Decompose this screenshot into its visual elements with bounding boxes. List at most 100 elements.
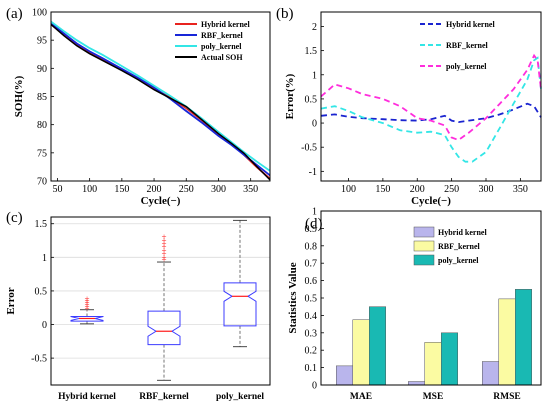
panel-a-xtick-label: 200: [147, 184, 162, 195]
panel-c-outlier: +: [84, 299, 89, 309]
panel-b-legend-label: RBF_kernel: [446, 41, 489, 50]
panel-a: (a) 70 75 80 85 90 95 100 50 100 150 200 250 300 350 Cy…: [6, 6, 271, 207]
panel-a-xtick-label: 150: [114, 184, 129, 195]
panel-c-ytick-label: 1.5: [35, 219, 48, 230]
panel-d-bar: [515, 289, 532, 386]
panel-d-category-label: MSE: [423, 392, 444, 402]
panel-c-ytick-label: 0.5: [35, 286, 48, 297]
panel-c-outlier: +: [84, 303, 89, 313]
panel-d-legend-label: poly_kernel: [438, 256, 479, 265]
panel-a-series-line: [50, 20, 271, 172]
panel-b-ytick-label: -1: [309, 167, 317, 178]
panel-b-frame: [320, 11, 542, 182]
panel-a-label: (a): [6, 6, 23, 22]
panel-d-legend-label: Hybrid kernel: [438, 228, 487, 237]
panel-b-legend-label: Hybrid kernel: [446, 20, 495, 29]
panel-d-bar: [498, 298, 516, 386]
panel-a-legend-label: poly_kernel: [201, 42, 242, 51]
panel-a-ytick-label: 70: [37, 177, 47, 188]
panel-a-ytick-label: 85: [37, 92, 47, 103]
panel-a-series-line: [50, 23, 271, 181]
panel-b-ylabel: Error(%): [284, 73, 296, 119]
panel-d-ytick-label: 1: [312, 207, 317, 218]
panel-d-legend-swatch: [413, 240, 435, 252]
panel-a-xlabel: Cycle(−): [141, 195, 181, 207]
panel-c-outlier: +: [84, 294, 89, 304]
panel-d-bar: [424, 342, 442, 386]
panel-b-legend-label: poly_kernel: [446, 62, 487, 71]
panel-a-ytick-label: 90: [37, 64, 47, 75]
panel-d-legend-swatch: [413, 254, 435, 266]
panel-d-bar: [336, 365, 353, 386]
panel-d-label: (d): [305, 216, 323, 232]
panel-d-legend-swatch: [413, 226, 435, 238]
panel-a-xtick-label: 100: [82, 184, 97, 195]
panel-a-xtick-label: 350: [243, 184, 258, 195]
panel-a-ytick-label: 100: [32, 8, 47, 19]
panel-b: (b) -1 -0.5 0 0.5 1 1.5 2 100 150 200 250 300 350 Cycl…: [276, 6, 542, 207]
panel-d-ytick-label: 0.8: [305, 241, 318, 252]
panel-a-frame: [50, 11, 271, 182]
panel-b-ytick-label: 2: [312, 22, 317, 33]
panel-b-series-line: [320, 56, 542, 163]
panel-d-ytick-label: 0: [312, 381, 317, 392]
panel-d-bar: [352, 319, 370, 386]
panel-b-xtick-label: 350: [513, 184, 528, 195]
panel-a-xtick-label: 300: [211, 184, 226, 195]
panel-d-bar: [482, 361, 499, 386]
panel-c-label: (c): [6, 210, 23, 226]
panel-d: (d) 0 0.1 0.2 0.3 0.4 0.5 0.6 0.7 0.8 0.9 1 MAE MSE RM…: [287, 207, 542, 402]
panel-d-bar: [441, 332, 458, 386]
panel-d-ytick-label: 0.7: [305, 259, 318, 270]
panel-c-outlier: +: [84, 301, 89, 311]
panel-d-ytick-label: 0.3: [305, 328, 318, 339]
panel-b-ytick-label: 1: [312, 70, 317, 81]
panel-c-outlier: +: [161, 232, 166, 242]
panel-b-xtick-label: 100: [341, 184, 356, 195]
panel-d-ylabel: Statistics Value: [287, 262, 299, 333]
panel-c-category-label: Hybrid kernel: [58, 392, 116, 402]
panel-c-ylabel: Error: [5, 287, 17, 314]
panel-c-outlier: +: [161, 242, 166, 252]
panel-c-box: [70, 315, 104, 322]
panel-c-outlier: +: [161, 236, 166, 246]
panel-b-ytick-label: 0.5: [305, 94, 318, 105]
panel-b-xlabel: Cycle(−): [411, 195, 451, 207]
panel-c-frame: [50, 216, 271, 386]
panel-d-legend-label: RBF_kernel: [438, 242, 481, 251]
panel-a-ytick-label: 80: [37, 120, 47, 131]
panel-a-xtick-label: 250: [179, 184, 194, 195]
panel-d-ytick-label: 0.5: [305, 294, 318, 305]
panel-b-xtick-label: 200: [410, 184, 425, 195]
panel-c-outlier: +: [161, 252, 166, 262]
panel-d-ytick-label: 0.4: [305, 311, 318, 322]
panel-d-bar: [369, 306, 386, 386]
panel-c: (c)-0.500.511.5++++++Hybrid kernel++++++…: [5, 210, 271, 402]
panel-d-category-label: MAE: [350, 392, 372, 402]
panel-c-ytick-label: 0: [42, 320, 47, 331]
panel-b-ytick-label: 1.5: [305, 46, 318, 57]
panel-a-legend-label: RBF_kernel: [201, 31, 244, 40]
panel-a-xtick-label: 50: [52, 184, 62, 195]
panel-a-legend-label: Actual SOH: [201, 53, 243, 62]
panel-c-category-label: poly_kernel: [216, 392, 264, 402]
panel-b-ytick-label: -0.5: [301, 143, 317, 154]
panel-b-xtick-label: 150: [375, 184, 390, 195]
panel-d-category-label: RMSE: [493, 392, 520, 402]
panel-d-bar: [408, 381, 425, 386]
panel-c-ytick-label: 1: [42, 253, 47, 264]
panel-c-outlier: +: [161, 254, 166, 264]
panel-a-legend-label: Hybrid kernel: [201, 20, 250, 29]
panel-d-ytick-label: 0.1: [305, 363, 318, 374]
panel-d-frame: [320, 210, 542, 386]
panel-c-outlier: +: [161, 249, 166, 259]
panel-b-xtick-label: 300: [479, 184, 494, 195]
panel-c-outlier: +: [84, 297, 89, 307]
panel-c-category-label: RBF_kernel: [139, 392, 189, 402]
panel-a-ytick-label: 75: [37, 148, 47, 159]
panel-d-ytick-label: 0.6: [305, 276, 318, 287]
panel-c-ytick-label: -0.5: [31, 354, 47, 365]
panel-b-label: (b): [276, 6, 294, 22]
panel-c-outlier: +: [161, 246, 166, 256]
